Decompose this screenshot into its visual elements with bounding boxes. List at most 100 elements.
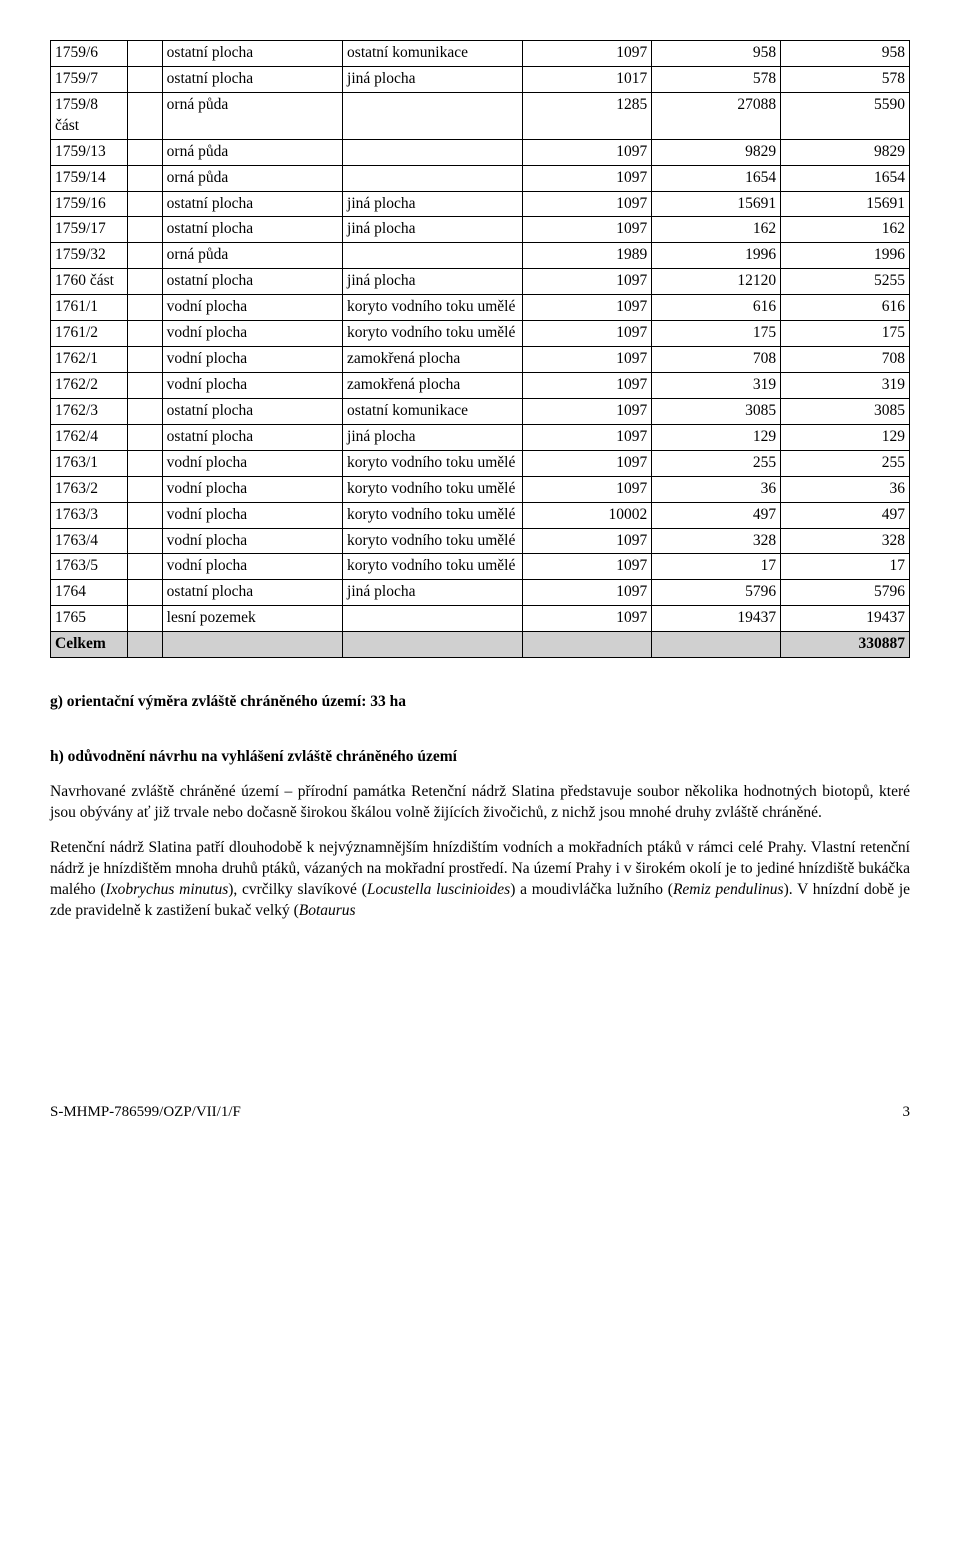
table-row: 1759/32orná půda198919961996 [51, 243, 910, 269]
table-cell [128, 347, 162, 373]
table-cell: orná půda [162, 243, 342, 269]
table-row: 1759/17ostatní plochajiná plocha10971621… [51, 217, 910, 243]
total-label: Celkem [51, 632, 128, 658]
table-cell: 1654 [781, 165, 910, 191]
table-cell: ostatní komunikace [343, 41, 523, 67]
footer-page-number: 3 [903, 1102, 911, 1122]
table-cell: 3085 [781, 398, 910, 424]
table-cell: 1097 [523, 165, 652, 191]
table-cell [128, 502, 162, 528]
table-cell: vodní plocha [162, 295, 342, 321]
table-cell [128, 139, 162, 165]
table-cell: 319 [652, 372, 781, 398]
table-cell: 19437 [652, 606, 781, 632]
table-cell: 5255 [781, 269, 910, 295]
table-cell: lesní pozemek [162, 606, 342, 632]
table-cell: koryto vodního toku umělé [343, 528, 523, 554]
table-cell [652, 632, 781, 658]
table-cell: 958 [781, 41, 910, 67]
table-row: 1763/1vodní plochakoryto vodního toku um… [51, 450, 910, 476]
p2-latin-4: Botaurus [299, 902, 356, 919]
table-cell: 1761/2 [51, 321, 128, 347]
table-row: 1760 částostatní plochajiná plocha109712… [51, 269, 910, 295]
table-cell: 19437 [781, 606, 910, 632]
table-cell: 616 [652, 295, 781, 321]
table-cell: 1285 [523, 92, 652, 139]
paragraph-1: Navrhované zvláště chráněné území – přír… [50, 782, 910, 824]
table-cell [128, 372, 162, 398]
table-cell: koryto vodního toku umělé [343, 554, 523, 580]
table-row: 1763/4vodní plochakoryto vodního toku um… [51, 528, 910, 554]
table-cell: 1762/3 [51, 398, 128, 424]
table-row: 1762/4ostatní plochajiná plocha109712912… [51, 424, 910, 450]
table-cell: jiná plocha [343, 217, 523, 243]
table-cell: ostatní plocha [162, 66, 342, 92]
table-cell: 175 [652, 321, 781, 347]
table-cell: 328 [781, 528, 910, 554]
table-cell: 1760 část [51, 269, 128, 295]
table-cell [128, 606, 162, 632]
table-cell: 129 [652, 424, 781, 450]
table-cell: 1097 [523, 321, 652, 347]
table-cell: 1996 [652, 243, 781, 269]
footer-reference: S-MHMP-786599/OZP/VII/1/F [50, 1102, 241, 1122]
table-row: 1759/8 částorná půda1285270885590 [51, 92, 910, 139]
table-cell: 1762/2 [51, 372, 128, 398]
table-cell: 36 [652, 476, 781, 502]
table-cell: 1097 [523, 41, 652, 67]
table-cell: 1763/4 [51, 528, 128, 554]
table-row: 1765lesní pozemek10971943719437 [51, 606, 910, 632]
table-cell: 1759/17 [51, 217, 128, 243]
table-cell [128, 41, 162, 67]
table-cell: 616 [781, 295, 910, 321]
table-row: 1762/3ostatní plochaostatní komunikace10… [51, 398, 910, 424]
table-cell: 162 [781, 217, 910, 243]
table-cell: 17 [781, 554, 910, 580]
table-row: 1762/2vodní plochazamokřená plocha109731… [51, 372, 910, 398]
table-cell: 1097 [523, 398, 652, 424]
table-cell: ostatní plocha [162, 580, 342, 606]
p2-latin-3: Remiz pendulinus [673, 881, 784, 898]
table-cell: 1097 [523, 217, 652, 243]
table-cell: 1763/5 [51, 554, 128, 580]
table-cell: 1759/6 [51, 41, 128, 67]
table-cell: 1759/13 [51, 139, 128, 165]
table-cell: vodní plocha [162, 372, 342, 398]
table-cell: zamokřená plocha [343, 347, 523, 373]
table-cell: jiná plocha [343, 424, 523, 450]
table-cell: 1759/16 [51, 191, 128, 217]
p2-text-c: ) a moudivláčka lužního ( [510, 881, 673, 898]
table-cell: 10002 [523, 502, 652, 528]
table-cell: koryto vodního toku umělé [343, 450, 523, 476]
paragraph-2: Retenční nádrž Slatina patří dlouhodobě … [50, 838, 910, 922]
table-cell: 319 [781, 372, 910, 398]
table-cell: jiná plocha [343, 269, 523, 295]
table-cell: 9829 [781, 139, 910, 165]
table-row: 1759/7ostatní plochajiná plocha101757857… [51, 66, 910, 92]
table-cell: vodní plocha [162, 321, 342, 347]
table-cell: 5796 [652, 580, 781, 606]
table-cell: 1097 [523, 372, 652, 398]
table-cell: jiná plocha [343, 580, 523, 606]
table-cell: 1097 [523, 295, 652, 321]
table-cell [128, 269, 162, 295]
table-cell [128, 528, 162, 554]
table-cell [128, 217, 162, 243]
table-cell [128, 243, 162, 269]
table-cell: vodní plocha [162, 450, 342, 476]
parcel-table: 1759/6ostatní plochaostatní komunikace10… [50, 40, 910, 658]
table-cell: 1763/3 [51, 502, 128, 528]
table-cell: vodní plocha [162, 554, 342, 580]
table-row: 1761/1vodní plochakoryto vodního toku um… [51, 295, 910, 321]
table-cell: ostatní plocha [162, 269, 342, 295]
table-cell: jiná plocha [343, 191, 523, 217]
table-row: 1759/6ostatní plochaostatní komunikace10… [51, 41, 910, 67]
table-cell: 5796 [781, 580, 910, 606]
table-total-row: Celkem330887 [51, 632, 910, 658]
table-cell: jiná plocha [343, 66, 523, 92]
table-cell: 255 [781, 450, 910, 476]
table-row: 1763/5 vodní plochakoryto vodního toku um… [51, 554, 910, 580]
table-cell: 1017 [523, 66, 652, 92]
table-cell: 1996 [781, 243, 910, 269]
table-cell: 129 [781, 424, 910, 450]
